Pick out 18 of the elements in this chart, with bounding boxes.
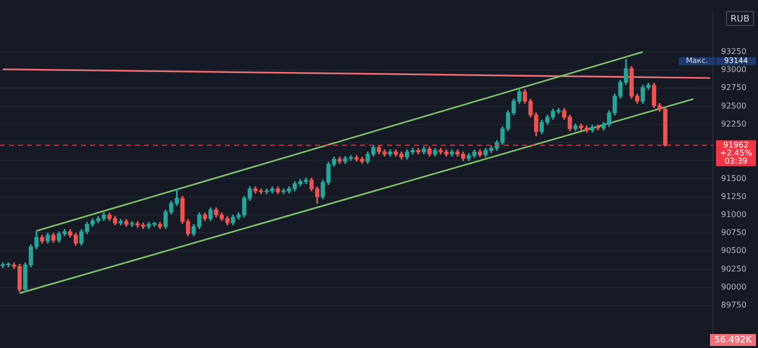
y-tick-label: 90500 (721, 246, 746, 256)
y-tick-label: 92500 (721, 101, 746, 110)
y-tick-label: 89750 (721, 300, 746, 310)
y-tick-label: 93000 (721, 65, 746, 74)
y-tick-label: 90000 (721, 282, 746, 292)
text: 03:39 (724, 156, 748, 166)
y-tick-label: 93250 (721, 47, 746, 56)
y-tick-label: 90750 (721, 228, 746, 238)
y-tick-label: 92250 (721, 119, 746, 128)
y-tick-label: 91000 (721, 210, 746, 220)
y-tick-label: 91500 (721, 174, 746, 183)
text: RUB (730, 14, 750, 24)
text: 91962 (723, 140, 749, 150)
y-tick-label: 90250 (721, 264, 746, 274)
y-tick-label: 92750 (721, 83, 746, 92)
text: +2.45% (720, 148, 752, 158)
y-tick-label: 91250 (721, 192, 746, 201)
text: 56.492K (714, 335, 753, 346)
